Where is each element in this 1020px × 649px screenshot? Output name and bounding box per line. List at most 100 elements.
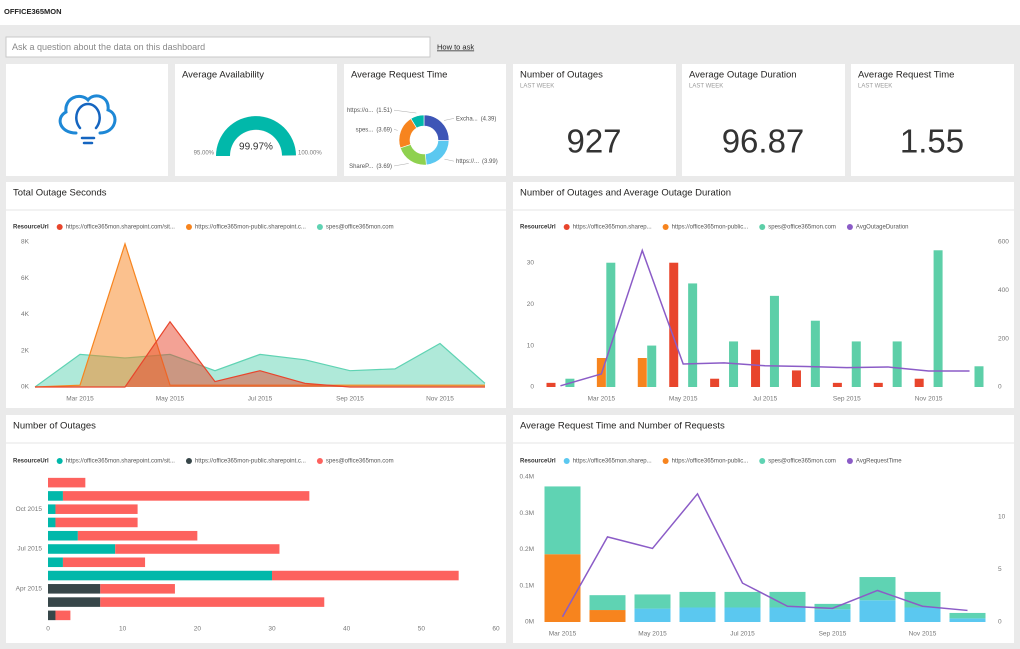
chart-title: Average Request Time and Number of Reque… [520, 421, 725, 432]
qa-input[interactable] [5, 36, 431, 58]
card-subtitle: LAST WEEK [520, 84, 554, 90]
legend-label: https://office365mon-public... [672, 225, 749, 231]
chart-title: Average Availability [182, 70, 264, 81]
bar [810, 320, 820, 387]
x-tick-label: 20 [194, 626, 202, 633]
bar [637, 358, 647, 387]
bar-segment [55, 504, 138, 514]
y-tick-label: Jul 2015 [17, 546, 42, 553]
line [561, 492, 968, 618]
bar [669, 262, 679, 387]
card [682, 64, 845, 176]
y-tick-label: 0M [525, 619, 534, 626]
legend-marker [316, 458, 323, 464]
bar-segment [48, 544, 116, 554]
legend-marker [563, 458, 570, 464]
y-tick-label: 10 [527, 342, 535, 349]
card-subtitle: LAST WEEK [689, 84, 723, 90]
donut-label: https://... (3.99) [456, 159, 498, 165]
x-tick-label: Nov 2015 [426, 396, 454, 403]
y-tick-label: 0K [21, 384, 30, 391]
gauge-label: 99.97% [239, 142, 273, 153]
legend-label: https://office365mon-public... [672, 459, 749, 465]
bar-segment [77, 530, 198, 541]
y2-tick-label: 600 [998, 239, 1009, 246]
bar [791, 370, 801, 387]
qa-placeholder[interactable]: Ask a question about the data on this da… [12, 42, 205, 52]
x-tick-label: Jul 2015 [753, 396, 778, 403]
bar-segment [544, 554, 581, 622]
y2-tick-label: 400 [998, 287, 1009, 294]
bar-segment [814, 603, 851, 610]
card-value: 1.55 [900, 123, 964, 160]
bar-segment [48, 504, 56, 514]
bar-segment [589, 595, 626, 611]
x-tick-label: 30 [268, 626, 276, 633]
card-subtitle: LAST WEEK [858, 84, 892, 90]
y2-tick-label: 5 [998, 566, 1002, 573]
y-tick-label: Oct 2015 [16, 506, 43, 513]
card-title: Average Outage Duration [689, 70, 797, 81]
bar-segment [100, 584, 175, 594]
chart-title: Total Outage Seconds [13, 188, 107, 199]
legend-marker [56, 458, 63, 464]
legend-label: AvgOutageDuration [856, 225, 909, 231]
bar-segment [48, 477, 86, 488]
top-bar [0, 0, 1020, 25]
legend-marker [185, 458, 192, 464]
legend-label: https://office365mon-public.sharepoint.c… [195, 225, 306, 231]
leader-line [393, 109, 417, 114]
legend-marker [846, 224, 853, 230]
gauge-value [216, 116, 296, 156]
bar-segment [634, 608, 671, 622]
y2-tick-label: 10 [998, 514, 1006, 521]
card-value: 96.87 [722, 123, 805, 160]
bar-segment [48, 584, 101, 594]
bar [769, 295, 779, 387]
x-tick-label: Jul 2015 [730, 631, 755, 638]
donut-label: ShareP... (3.69) [349, 164, 392, 170]
x-tick-label: Sep 2015 [336, 396, 364, 403]
legend-label: AvgRequestTime [856, 459, 902, 465]
qa-help-link[interactable]: How to ask [437, 42, 474, 51]
chart-panel [6, 415, 506, 643]
x-tick-label: May 2015 [156, 396, 185, 403]
legend-label: https://office365mon.sharep... [573, 459, 652, 465]
legend-label: spes@office365mon.com [326, 225, 394, 231]
bar-segment [62, 557, 146, 568]
area-line [35, 320, 485, 388]
card [851, 64, 1014, 176]
bar [974, 366, 984, 387]
bar-segment [949, 612, 986, 619]
legend-title: ResourceUrl [13, 225, 49, 231]
bar-segment [859, 577, 896, 601]
y-tick-label: 0.2M [520, 546, 534, 553]
bar-segment [949, 618, 986, 622]
legend-marker [759, 458, 766, 464]
donut-slice [410, 114, 425, 129]
bar-segment [55, 610, 71, 621]
bar-segment [589, 610, 626, 622]
app-title: OFFICE365MON [4, 7, 62, 16]
card-value: 927 [566, 123, 621, 160]
x-tick-label: May 2015 [669, 396, 698, 403]
bar [606, 262, 616, 387]
bar-segment [769, 591, 806, 608]
bar-segment [634, 594, 671, 609]
x-tick-label: 40 [343, 626, 351, 633]
y-tick-label: 20 [527, 301, 535, 308]
slice-value: (3.69) [376, 127, 392, 133]
x-tick-label: 0 [46, 626, 50, 633]
slice-name: https://o... [347, 108, 374, 114]
gauge-max: 100.00% [298, 151, 322, 157]
bar-segment [48, 517, 56, 528]
bar-segment [904, 591, 941, 608]
leader-line [444, 158, 455, 162]
bar [832, 382, 842, 387]
slice-value: (1.51) [376, 108, 392, 114]
y-tick-label: 0.1M [520, 582, 534, 589]
slice-value: (4.39) [481, 116, 497, 122]
y-tick-label: Apr 2015 [16, 586, 43, 593]
